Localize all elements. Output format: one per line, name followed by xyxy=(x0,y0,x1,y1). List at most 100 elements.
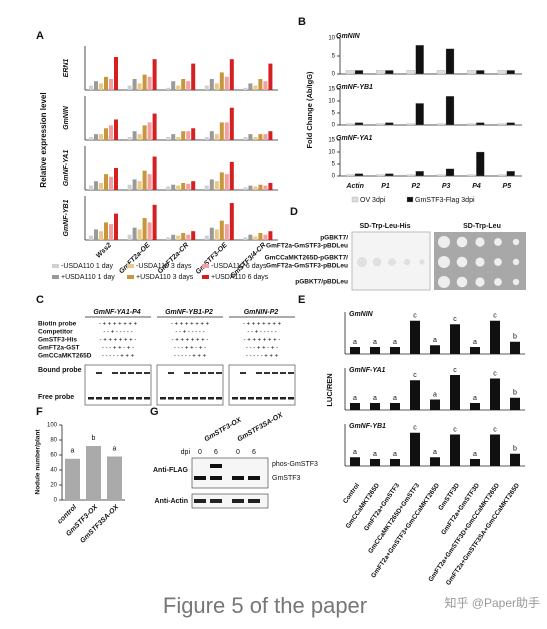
y-tick-label: 5 xyxy=(332,111,336,117)
bar xyxy=(370,403,380,410)
legend-swatch xyxy=(202,275,209,279)
bar xyxy=(350,347,360,354)
x-tick-label: Control xyxy=(342,482,361,505)
gel-label: Bound probe xyxy=(38,367,82,374)
bar xyxy=(243,137,248,140)
band xyxy=(248,397,254,400)
bar xyxy=(229,161,234,190)
significance-letter: c xyxy=(413,425,417,432)
sign-row: - - + - - - - - xyxy=(247,330,276,336)
bar xyxy=(354,173,364,177)
row-label: pGBKT7/ xyxy=(320,235,348,242)
bar xyxy=(263,185,268,190)
sign-row: - + + + + + + - xyxy=(244,338,281,344)
legend-swatch xyxy=(127,264,134,268)
watermark: 知乎 @Paper助手 xyxy=(444,596,540,610)
bar xyxy=(506,70,515,75)
band xyxy=(112,397,118,400)
bar xyxy=(171,134,176,140)
bar xyxy=(214,181,219,190)
bar xyxy=(94,229,98,240)
significance-letter: a xyxy=(473,395,477,402)
bar xyxy=(65,458,80,500)
bar xyxy=(224,224,229,240)
x-tick-label: Actin xyxy=(345,183,364,190)
y-axis-label: Fold Change (Ab/IgG) xyxy=(305,71,314,149)
gene-label: GmNF-YA1 xyxy=(63,150,70,187)
band-label: GmSTF3 xyxy=(272,475,300,482)
bar xyxy=(263,234,268,240)
y-tick-label: 10 xyxy=(328,150,335,156)
significance-letter: c xyxy=(453,316,457,323)
band xyxy=(280,397,286,400)
significance-letter: a xyxy=(473,451,477,458)
bar xyxy=(99,134,103,140)
bar xyxy=(385,70,394,75)
bar xyxy=(132,179,137,190)
bar xyxy=(186,234,191,240)
sign-row: - + + + + + + + xyxy=(171,322,210,328)
bar xyxy=(171,234,176,240)
legend-label: +USDA110 6 days xyxy=(211,274,269,281)
colony xyxy=(494,278,502,286)
bar xyxy=(99,83,103,90)
bar xyxy=(94,81,98,90)
colony xyxy=(438,236,450,248)
sign-row: - - - - - + + + xyxy=(246,354,279,360)
row-label: GmFT2a-GST xyxy=(38,345,80,352)
legend-label: GmSTF3-Flag 3dpi xyxy=(415,197,475,204)
band xyxy=(192,397,198,400)
bar xyxy=(137,181,142,190)
bar xyxy=(181,79,186,90)
significance-letter: a xyxy=(373,451,377,458)
bar xyxy=(385,122,394,126)
significance-letter: c xyxy=(493,313,497,320)
bar xyxy=(345,174,355,177)
day-label: 6 xyxy=(214,449,218,456)
significance-letter: a xyxy=(393,339,397,346)
significance-letter: a xyxy=(393,451,397,458)
bar xyxy=(114,168,118,190)
bar xyxy=(152,204,157,240)
bar xyxy=(147,174,152,190)
bar xyxy=(191,231,196,240)
bar xyxy=(506,171,515,177)
group-label: GmFT2a-CR xyxy=(157,242,191,276)
colony xyxy=(388,258,396,266)
panel-label: B xyxy=(298,16,306,28)
bar xyxy=(243,87,248,90)
bar xyxy=(191,181,196,190)
gene-label: GmNIN xyxy=(63,105,70,130)
bar xyxy=(258,232,263,240)
bar xyxy=(376,174,385,177)
bar xyxy=(147,222,152,240)
band xyxy=(232,476,244,480)
bar xyxy=(415,103,424,126)
blot xyxy=(191,493,269,509)
band xyxy=(210,499,222,503)
y-tick-label: 60 xyxy=(50,453,57,459)
sign-row: - + + + + + + + xyxy=(243,322,282,328)
bar xyxy=(152,59,157,90)
band xyxy=(256,372,262,374)
blot-label: Anti-FLAG xyxy=(153,467,189,474)
bar xyxy=(430,345,440,354)
panel-label: D xyxy=(290,206,298,218)
bar xyxy=(470,459,480,466)
bar xyxy=(127,85,132,90)
bar xyxy=(132,227,137,240)
bar xyxy=(94,134,98,140)
gene-label: ERN1 xyxy=(63,59,70,78)
x-tick-label: GmFT2a+GmSTF3 xyxy=(363,482,401,533)
significance-letter: c xyxy=(413,313,417,320)
bar xyxy=(147,122,152,140)
colony xyxy=(456,276,468,288)
x-tick-label: P2 xyxy=(412,183,421,190)
row-label: GmFT2a-GmSTF3-pBDLeu xyxy=(266,263,348,270)
bar xyxy=(142,218,147,240)
bar xyxy=(171,81,176,90)
sign-row: - - + - - - - - xyxy=(103,330,132,336)
legend-swatch xyxy=(351,196,359,203)
bar xyxy=(268,63,273,90)
colony xyxy=(475,237,485,247)
